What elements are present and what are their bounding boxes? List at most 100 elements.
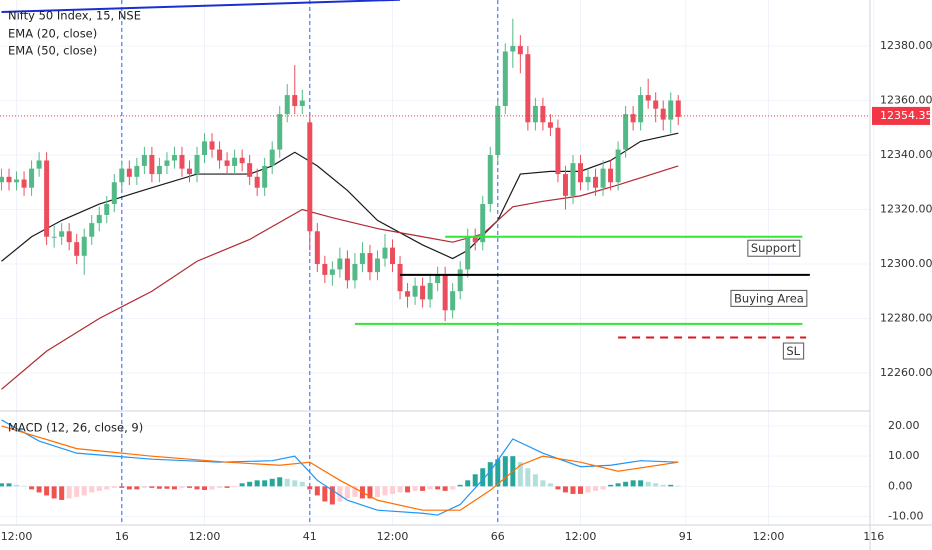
candle-body [224,160,230,166]
histogram-bar [570,486,576,494]
candle-body [194,155,200,175]
candle-body [179,155,185,169]
histogram-bar [487,462,493,487]
candle-body [390,247,396,264]
histogram-bar [292,480,298,487]
histogram-bar [262,480,268,487]
histogram-bar [457,484,463,487]
candle-body [322,263,328,275]
histogram-bar [314,486,320,496]
histogram-bar [66,486,72,499]
histogram-bar [6,483,12,487]
histogram-bar [51,486,57,499]
candle-body [502,51,508,106]
trend-line [1,0,401,13]
histogram-bar [0,483,5,487]
candle-body [337,258,343,270]
candle-body [367,253,373,273]
candle-body [149,155,155,175]
x-tick-label: 116 [863,530,884,543]
histogram-bar [578,486,584,494]
candle-body [638,95,644,123]
candle-body [412,285,418,297]
histogram-bar [382,486,388,496]
histogram-bar [329,486,335,505]
histogram-bar [29,486,35,490]
macd-pane [0,419,681,516]
histogram-bar [44,486,50,496]
candle-body [329,269,335,275]
y-tick-label: 12300.00 [880,257,932,270]
x-tick-label: 12:00 [377,530,409,543]
candle-body [540,105,546,123]
macd-title: MACD (12, 26, close, 9) [8,421,143,435]
level-label-box [747,239,801,257]
histogram-bar [390,486,396,494]
histogram-bar [352,486,358,497]
histogram-bar [337,486,343,502]
histogram-bar [344,486,350,499]
histogram-bar [367,486,373,499]
candle-body [96,214,102,224]
candle-body [81,236,87,256]
histogram-bar [14,484,20,487]
histogram-bar [645,481,651,487]
histogram-bar [322,486,328,502]
histogram-bar [608,484,614,487]
candle-body [209,141,215,150]
histogram-bar [412,486,418,491]
candle-body [232,157,238,166]
candle-body [14,179,20,183]
candle-body [442,274,448,311]
legend-entry: EMA (50, close) [8,44,97,58]
candle-body [397,263,403,292]
histogram-bar [239,483,245,487]
candle-body [653,100,659,109]
candle-body [435,274,441,284]
histogram-bar [450,486,456,490]
candle-body [495,105,501,156]
histogram-bar [397,486,403,493]
candle-body [374,258,380,273]
candle-body [487,155,493,205]
x-tick-label: 12:00 [753,530,785,543]
histogram-bar [269,478,275,487]
histogram-bar [653,483,659,487]
histogram-bar [600,486,606,490]
candle-body [630,114,636,123]
y-tick-label: 0.00 [888,479,913,492]
y-tick-label: 12260.00 [880,366,932,379]
candle-body [202,141,208,156]
candle-body [547,122,553,128]
candle-body [480,204,486,243]
candle-body [420,285,426,300]
candle-body [126,168,132,177]
candle-body [427,283,433,300]
histogram-bar [126,486,132,490]
candle-body [510,46,516,52]
histogram-bar [435,486,441,490]
histogram-bar [585,486,591,493]
histogram-bar [420,486,426,491]
candle-body [141,155,147,166]
y-tick-label: 10.00 [888,449,920,462]
candle-body [555,127,561,175]
price-pane: Support Buying Area SL [0,0,870,390]
candle-body [517,46,523,55]
candle-body [262,165,268,188]
level-label: Buying Area [734,291,804,305]
x-tick-label: 66 [491,530,505,543]
candle-body [615,149,621,183]
x-tick-label: 12:00 [1,530,33,543]
histogram-bar [525,468,531,487]
histogram-bar [630,480,636,487]
candle-body [156,165,162,175]
candle-body [465,236,471,270]
candle-body [186,168,192,175]
candle-body [0,176,5,183]
candle-body [21,179,27,188]
histogram-bar [36,486,42,493]
candle-body [239,157,245,164]
histogram-bar [247,481,253,487]
